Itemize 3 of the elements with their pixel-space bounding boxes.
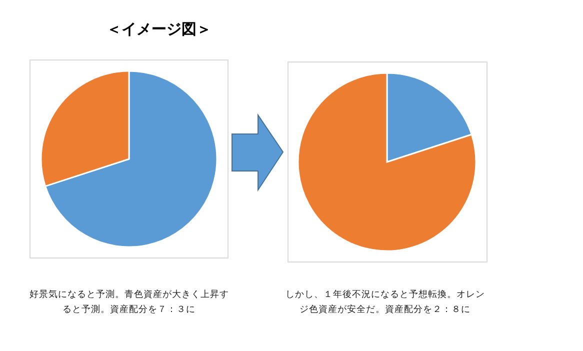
chart-title: ＜イメージ図＞ [106,20,212,39]
text: 好景気になると予測。青色資産が大きく上昇すると予測。資産配分を７：３に [29,288,229,317]
text: しかし、１年後不況になると予想転換。オレンジ色資産が安全だ。資産配分を２：８に [285,288,485,317]
